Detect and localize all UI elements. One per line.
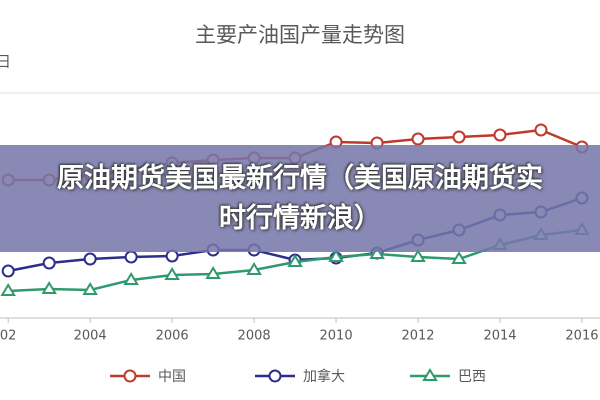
point xyxy=(328,249,344,262)
y-axis-label: 日 xyxy=(0,53,11,71)
point xyxy=(82,282,98,295)
point xyxy=(287,254,303,267)
chart-title: 主要产油国产量走势图 xyxy=(195,23,405,47)
x-tick-label: 2012 xyxy=(401,329,434,344)
point xyxy=(123,272,139,285)
point xyxy=(0,283,16,296)
x-tick-label: 2008 xyxy=(238,329,271,344)
point xyxy=(41,281,57,294)
legend-marker xyxy=(268,369,282,383)
legend-label: 中国 xyxy=(158,369,186,385)
legend-marker xyxy=(422,368,438,381)
point xyxy=(42,256,56,270)
point xyxy=(493,128,507,142)
point xyxy=(164,267,180,280)
overlay-banner: 原油期货美国最新行情（美国原油期货实时行情新浪） xyxy=(0,145,600,252)
x-tick-label: 2004 xyxy=(74,329,107,344)
overlay-title: 原油期货美国最新行情（美国原油期货实时行情新浪） xyxy=(57,162,543,234)
point xyxy=(369,246,385,259)
point xyxy=(165,249,179,263)
point xyxy=(411,132,425,146)
point xyxy=(124,250,138,264)
point xyxy=(410,249,426,262)
x-tick-label: 002 xyxy=(0,329,16,344)
point xyxy=(205,266,221,279)
point xyxy=(83,252,97,266)
x-tick-label: 2014 xyxy=(483,329,516,344)
point xyxy=(246,262,262,275)
x-tick-label: 2006 xyxy=(156,329,189,344)
point xyxy=(452,130,466,144)
legend-label: 巴西 xyxy=(458,369,486,385)
legend-label: 加拿大 xyxy=(303,368,345,385)
x-tick-label: 2016 xyxy=(565,329,598,344)
point xyxy=(534,123,548,137)
legend-marker xyxy=(123,369,137,383)
x-tick-label: 2010 xyxy=(320,329,353,344)
point xyxy=(1,264,15,278)
point xyxy=(451,251,467,264)
